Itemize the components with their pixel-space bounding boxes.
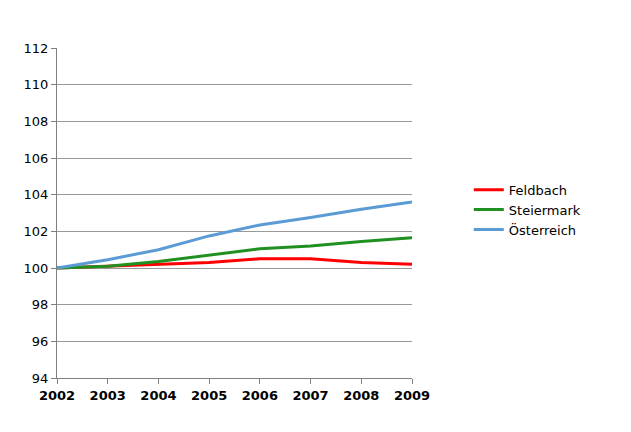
svg-text:112: 112: [24, 41, 49, 56]
svg-text:108: 108: [24, 114, 49, 129]
svg-text:102: 102: [24, 224, 49, 239]
svg-text:2007: 2007: [292, 388, 328, 403]
svg-text:110: 110: [24, 77, 49, 92]
svg-text:2006: 2006: [242, 388, 278, 403]
svg-text:94: 94: [32, 371, 49, 386]
svg-text:2003: 2003: [90, 388, 126, 403]
svg-text:96: 96: [32, 334, 49, 349]
svg-text:100: 100: [24, 261, 49, 276]
svg-text:Österreich: Österreich: [509, 222, 576, 238]
svg-text:2009: 2009: [394, 388, 430, 403]
svg-text:2005: 2005: [191, 388, 227, 403]
svg-text:Feldbach: Feldbach: [509, 183, 567, 198]
svg-text:106: 106: [24, 151, 49, 166]
svg-text:Steiermark: Steiermark: [509, 203, 581, 218]
svg-text:104: 104: [24, 187, 49, 202]
svg-text:2002: 2002: [39, 388, 75, 403]
svg-text:2008: 2008: [343, 388, 379, 403]
svg-text:2004: 2004: [140, 388, 176, 403]
svg-text:98: 98: [32, 297, 49, 312]
